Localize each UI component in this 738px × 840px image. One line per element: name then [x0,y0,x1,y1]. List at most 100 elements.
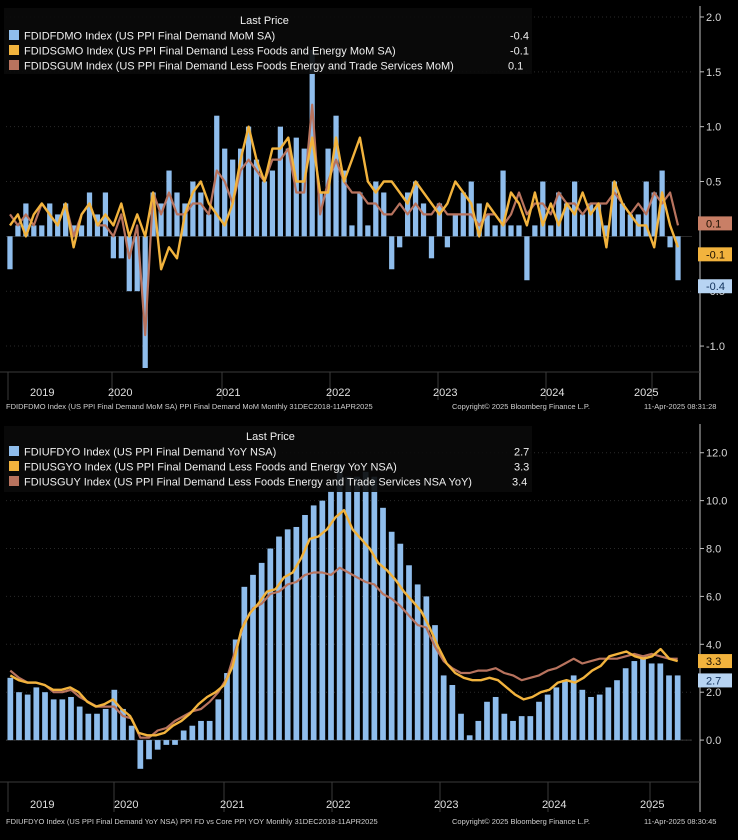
top-bar [500,170,506,237]
bottom-last-label-bg [698,673,732,688]
top-bar [667,236,673,248]
top-bar [428,236,435,259]
top-bar [110,236,116,259]
bottom-x-tick-label: 2025 [640,799,664,811]
top-bar [373,181,379,237]
top-bar [627,214,633,237]
bottom-bar [267,548,274,741]
bottom-bar [492,696,499,741]
bottom-bar [553,687,560,741]
bottom-bar [362,471,369,741]
top-legend-last-0: -0.4 [510,31,529,43]
bottom-legend-name-2: FDIUSGUY Index (US PPI Final Demand Less… [24,477,472,489]
bottom-bar [414,584,421,741]
top-bar [389,236,395,270]
bottom-bar [345,476,352,741]
top-bar [86,192,93,237]
bottom-legend-swatch-1 [9,461,19,471]
bottom-bar [432,625,438,741]
top-y-tick-label: 1.0 [706,122,721,134]
bottom-bar [605,687,612,741]
bottom-bars [7,464,681,769]
bottom-bar [475,720,482,741]
bottom-bar [146,740,152,760]
bottom-bar [241,586,248,741]
bottom-legend-last-2: 3.4 [512,477,527,489]
top-x-tick-label: 2023 [433,387,457,399]
bottom-bar [579,689,586,741]
bottom-y-tick-label: 0.0 [706,735,721,747]
top-bar [436,203,443,237]
top-bar [365,225,371,237]
bottom-legend-last-1: 3.3 [514,462,529,474]
bottom-bar [76,706,83,741]
bottom-line-fdiusgyo [9,509,679,737]
top-last-label-bg [698,279,732,294]
bottom-bar [458,713,464,741]
top-bar [150,192,156,237]
top-bar [261,181,268,237]
bottom-bar [536,701,542,741]
top-bar [70,225,77,237]
bottom-bar [596,694,603,741]
bottom-bar [137,740,144,769]
top-bar [333,115,339,237]
bottom-bar [163,740,170,745]
bottom-bar [622,668,629,741]
bottom-legend-last-0: 2.7 [514,447,529,459]
top-bar [532,225,538,237]
bottom-y-tick-label: 12.0 [706,448,727,460]
bottom-legend-name-1: FDIUSGYO Index (US PPI Final Demand Less… [24,462,397,474]
bottom-footer-right: 11-Apr-2025 08:30:45 [644,817,716,826]
top-bar [524,236,530,281]
bottom-x-axis: 2019 2020 2021 2022 2023 2024 2025 [0,781,700,812]
bottom-lines [9,509,679,739]
top-bar [508,225,514,237]
bottom-bar [258,562,265,741]
bottom-bar [94,713,100,741]
top-bar [564,203,570,237]
top-y-axis: 2.01.51.00.5-0.5-1.00.1-0.1-0.4 [698,6,732,400]
bottom-bar [154,740,161,750]
bottom-bar [666,675,672,741]
bottom-bar [293,526,300,741]
top-bar [611,181,618,237]
bottom-bar [68,696,74,741]
top-bar [7,236,13,270]
top-y-tick-label: -1.0 [706,341,725,353]
top-bar [15,225,21,237]
bottom-legend-title: Last Price [246,431,295,443]
bottom-bar [111,689,118,741]
top-legend-name-2: FDIDSGUM Index (US PPI Final Demand Less… [24,61,454,73]
bottom-bar [518,716,525,741]
bottom-bar [484,701,490,741]
bottom-bar [33,687,40,741]
top-bar [476,203,482,237]
bottom-bar [215,699,222,741]
bottom-bar [50,699,57,741]
top-bar [23,203,29,237]
bottom-footer-mid: Copyright© 2025 Bloomberg Finance L.P. [452,817,590,826]
bottom-y-tick-label: 10.0 [706,496,727,508]
top-bar [619,203,625,237]
top-bar [579,214,586,237]
bottom-bar [570,675,577,741]
top-bar [63,203,69,237]
top-legend-box [4,8,532,74]
top-bar [349,225,355,237]
bottom-bar [397,543,404,741]
top-bar [198,192,204,237]
top-bar [269,170,276,237]
bottom-bar [16,692,22,741]
bottom-last-label: 3.3 [706,656,721,668]
top-line-fdidsgmo [9,125,680,271]
top-bar [452,214,458,237]
top-x-tick-label: 2019 [30,387,54,399]
top-x-tick-label: 2022 [326,387,350,399]
top-bar [158,203,164,237]
bottom-bar [371,476,378,741]
bottom-bar [336,464,343,741]
bottom-bar [42,692,48,741]
bottom-bar [172,740,178,745]
